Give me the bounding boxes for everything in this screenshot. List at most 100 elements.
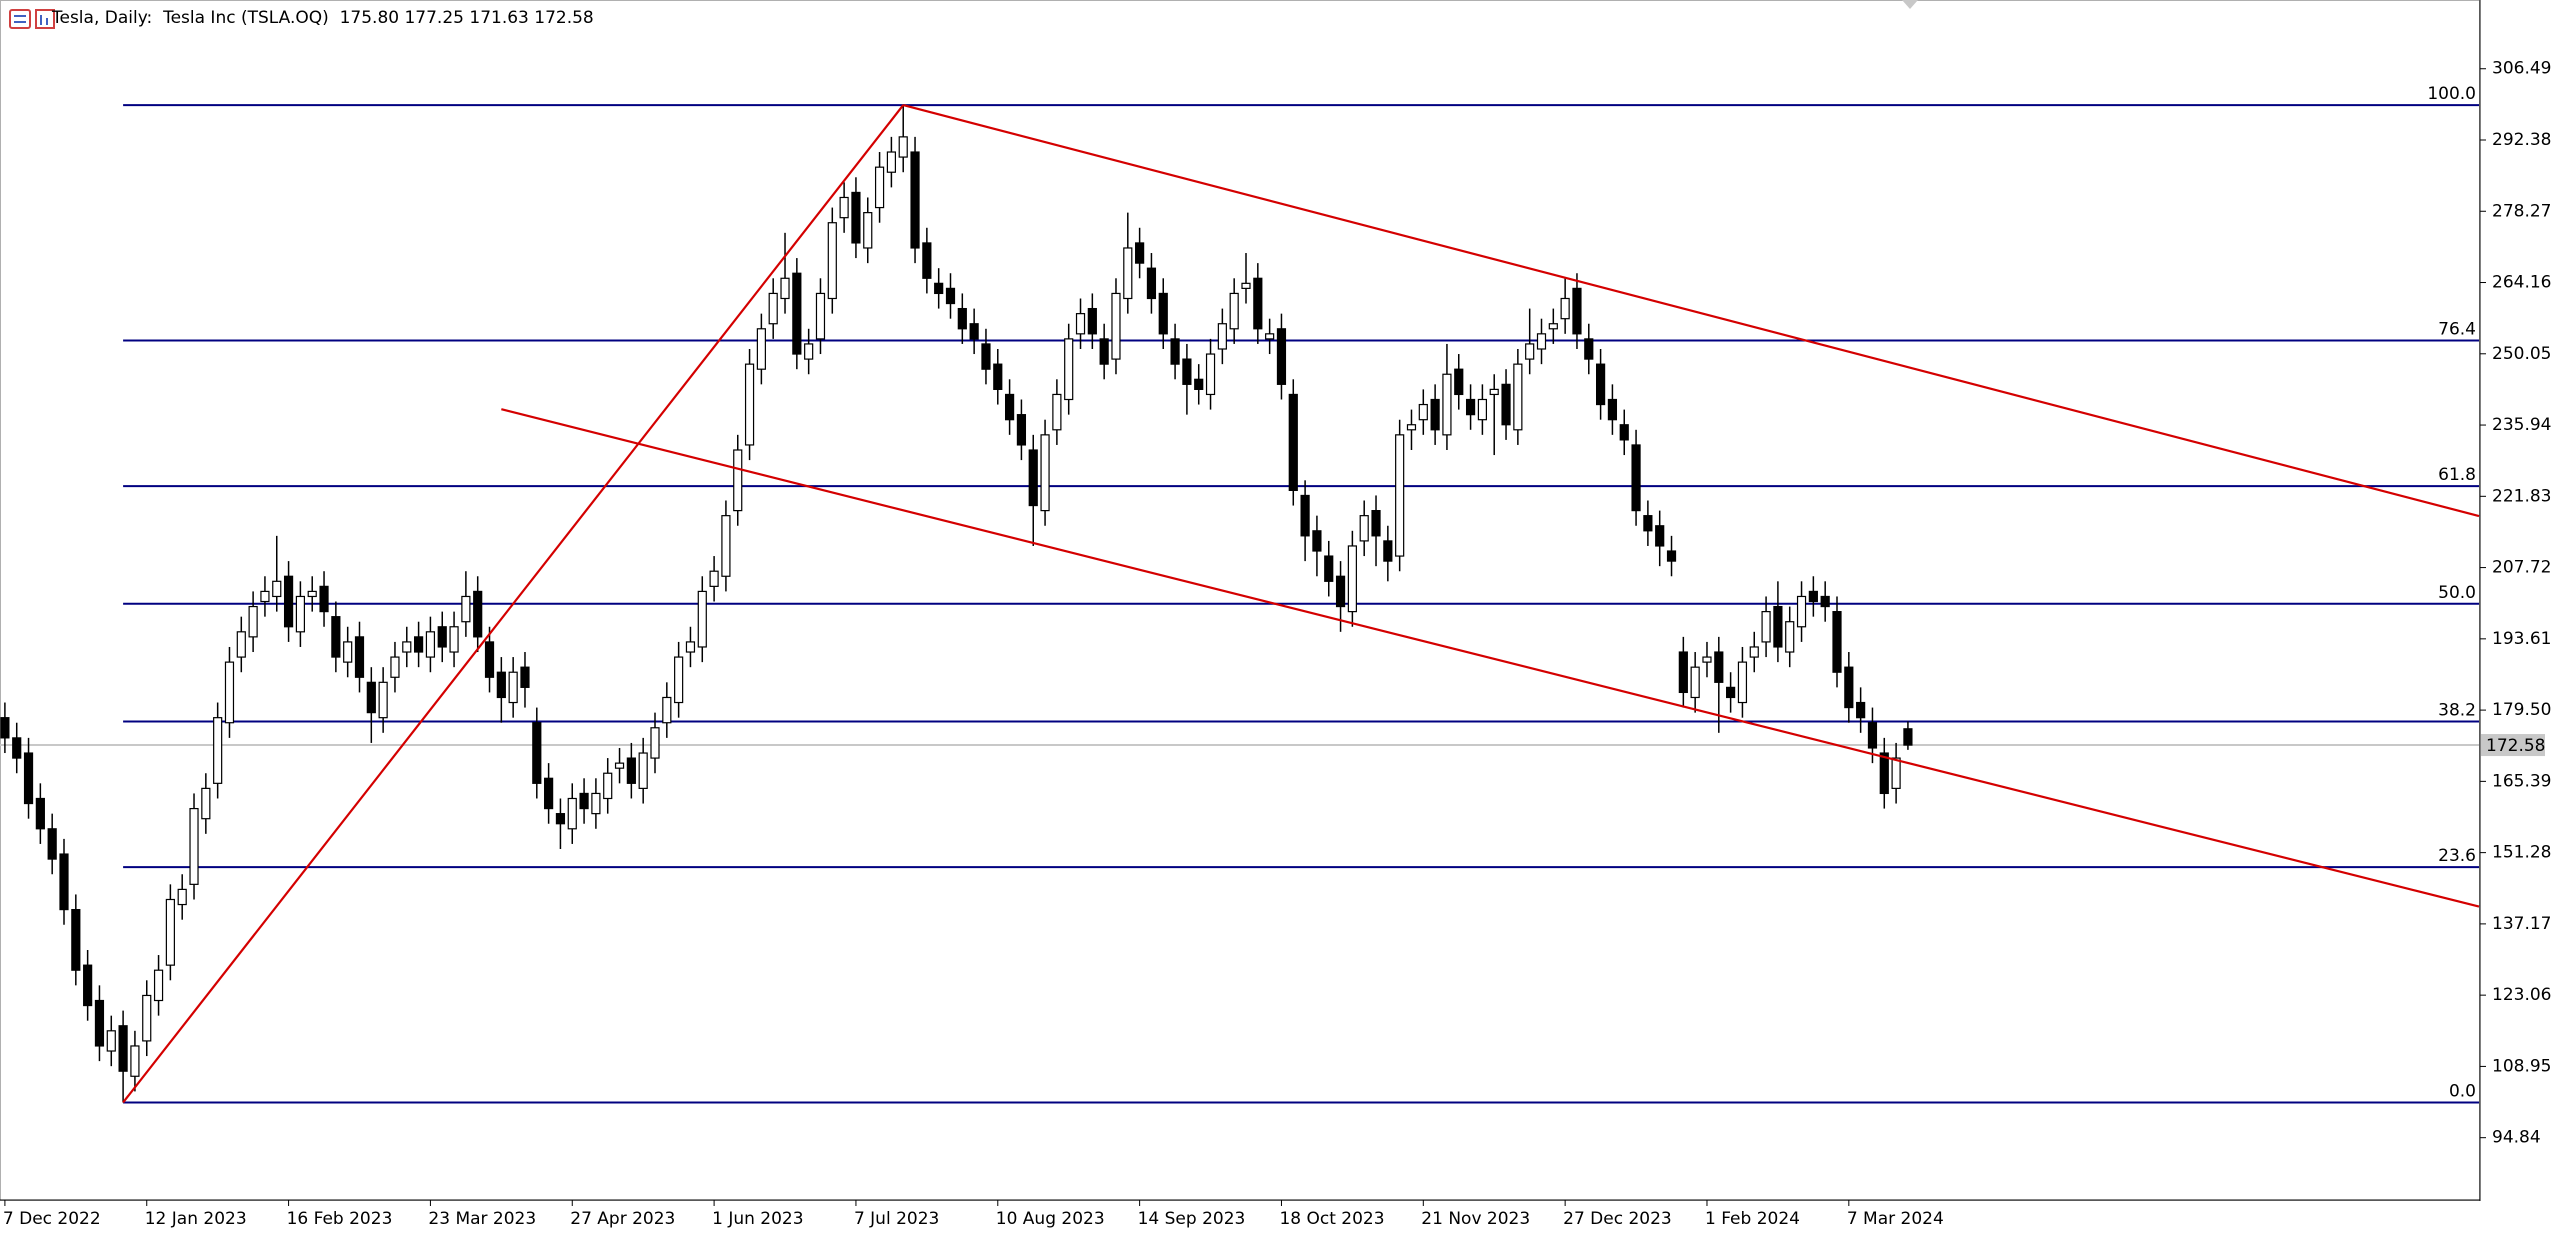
candle-body [603,772,613,800]
candle-body [768,292,778,325]
candle-body [993,363,1003,390]
candle-body [12,737,22,759]
candle-body [1832,611,1842,673]
price-tag-label: 172.58 [2486,736,2545,756]
candle-body [461,595,471,623]
candle-body [981,343,991,370]
candle-body [567,797,577,830]
candle-body [1867,722,1878,749]
candle-body [1347,545,1357,613]
x-tick-label: 7 Dec 2022 [3,1209,101,1229]
candle-body [402,641,412,653]
last-low: 171.63 [469,8,529,28]
candle-body [366,681,376,714]
y-tick-label: 108.95 [2492,1056,2551,1076]
candle-body [248,605,258,638]
candle-body [886,151,897,173]
candle-body [1194,378,1204,390]
candle-body [1418,403,1428,421]
candle-body [473,590,483,638]
candle-body [532,722,542,784]
candle-body [1335,575,1346,608]
candle-body [1572,287,1582,335]
candle-body [1607,398,1618,421]
candle-body [1253,277,1263,330]
candle-body [910,151,920,249]
candle-body [1595,363,1606,406]
candle-body [343,641,353,663]
candle-body [1395,434,1405,557]
candle-body [1844,666,1854,709]
candle-body [1135,242,1145,264]
candle-body [1146,267,1157,300]
candle-body [804,343,814,360]
last-high: 177.25 [404,8,464,28]
candle-body [224,661,235,724]
symbol-title: Tesla, Daily: [52,8,153,28]
candle-body [508,671,518,704]
candle-body [1477,398,1488,421]
candle-body [236,631,246,658]
candle-body [1064,338,1074,401]
fib-label: 23.6 [2438,846,2476,866]
candle-body [354,636,365,678]
x-tick-label: 10 Aug 2023 [996,1209,1105,1229]
candle-body [1891,757,1901,789]
price-tag [2481,734,2545,757]
candle-body [1229,292,1239,330]
y-tick-label: 250.05 [2492,344,2551,364]
y-tick-label: 165.39 [2492,771,2551,791]
y-tick-label: 278.27 [2492,201,2551,221]
candle-body [319,585,329,613]
candle-body [520,666,530,688]
candle-body [118,1025,128,1072]
candle-body [1501,383,1511,426]
x-tick-label: 12 Jan 2023 [145,1209,247,1229]
candle-body [1359,515,1369,542]
candle-body [1442,373,1452,436]
candle-body [1584,338,1594,360]
candle-body [1430,398,1440,431]
candle-body [295,595,305,633]
candle-body [614,762,625,769]
candle-body [1536,333,1547,350]
candle-body [685,641,696,653]
candle-body [0,717,10,739]
x-tick-label: 1 Jun 2023 [712,1209,803,1229]
candle-body [1454,368,1464,396]
y-tick-label: 137.17 [2492,914,2551,934]
candle-body [59,853,69,911]
x-tick-label: 18 Oct 2023 [1279,1209,1384,1229]
candle-body [780,277,790,300]
candle-body [721,515,731,577]
candle-body [1383,540,1393,562]
candle-body [106,1030,116,1052]
candle-body [189,807,199,885]
candle-body [260,590,270,603]
candle-body [851,191,861,244]
header-icons [9,9,55,29]
candle-body [756,328,766,370]
candle-body [1371,510,1381,537]
y-tick-label: 235.94 [2492,415,2551,435]
trend-line [122,104,905,1104]
y-tick-label: 306.49 [2492,59,2551,79]
candle-body [1465,398,1476,416]
candle-body [863,212,873,249]
candle-body [1004,393,1015,421]
last-close: 172.58 [534,8,594,28]
candle-body [709,570,719,587]
candle-body [390,656,400,678]
y-tick-label: 94.84 [2492,1128,2541,1148]
candle-body [1856,701,1866,719]
fib-label: 0.0 [2449,1081,2476,1101]
candle-body [674,656,684,704]
plot-frame [0,0,2480,1201]
candle-body [1619,424,1629,441]
candle-body [1655,525,1665,547]
candle-body [1714,651,1724,683]
candle-body [1666,550,1677,562]
candle-body [71,908,81,971]
candle-body [969,323,979,340]
candle-body [1324,555,1334,582]
